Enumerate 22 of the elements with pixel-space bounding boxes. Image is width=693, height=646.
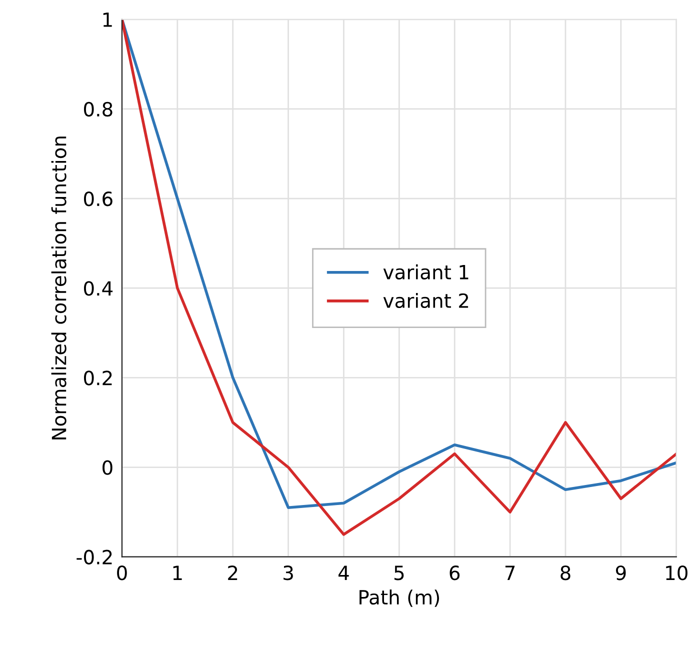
y-tick-label: 0.6 [84,191,112,206]
x-tick-label: 0 [117,566,127,580]
x-tick-label: 5 [394,566,404,580]
x-tick-label: 10 [666,566,688,580]
y-tick-label: 0.4 [84,281,113,296]
x-tick-label: 6 [450,566,460,580]
x-tick-label: 2 [228,566,238,580]
legend-label: variant 1 [383,264,468,280]
x-tick-label: 7 [505,566,515,580]
x-tick-label: 8 [560,566,570,580]
y-tick-label: 0 [102,460,112,475]
x-axis-title: Path (m) [360,590,440,607]
x-tick-label: 3 [284,566,293,580]
x-tick-label: 9 [616,566,626,580]
x-tick-label: 4 [338,566,349,580]
y-tick-label: 0.8 [84,102,112,117]
y-axis-title: Normalized correlation function [51,136,66,440]
y-tick-label: 1 [103,12,112,27]
x-tick-label: 1 [173,566,182,580]
legend-label: variant 2 [383,292,468,308]
y-tick-label: 0.2 [84,370,112,386]
y-tick-label: -0.2 [76,550,112,565]
